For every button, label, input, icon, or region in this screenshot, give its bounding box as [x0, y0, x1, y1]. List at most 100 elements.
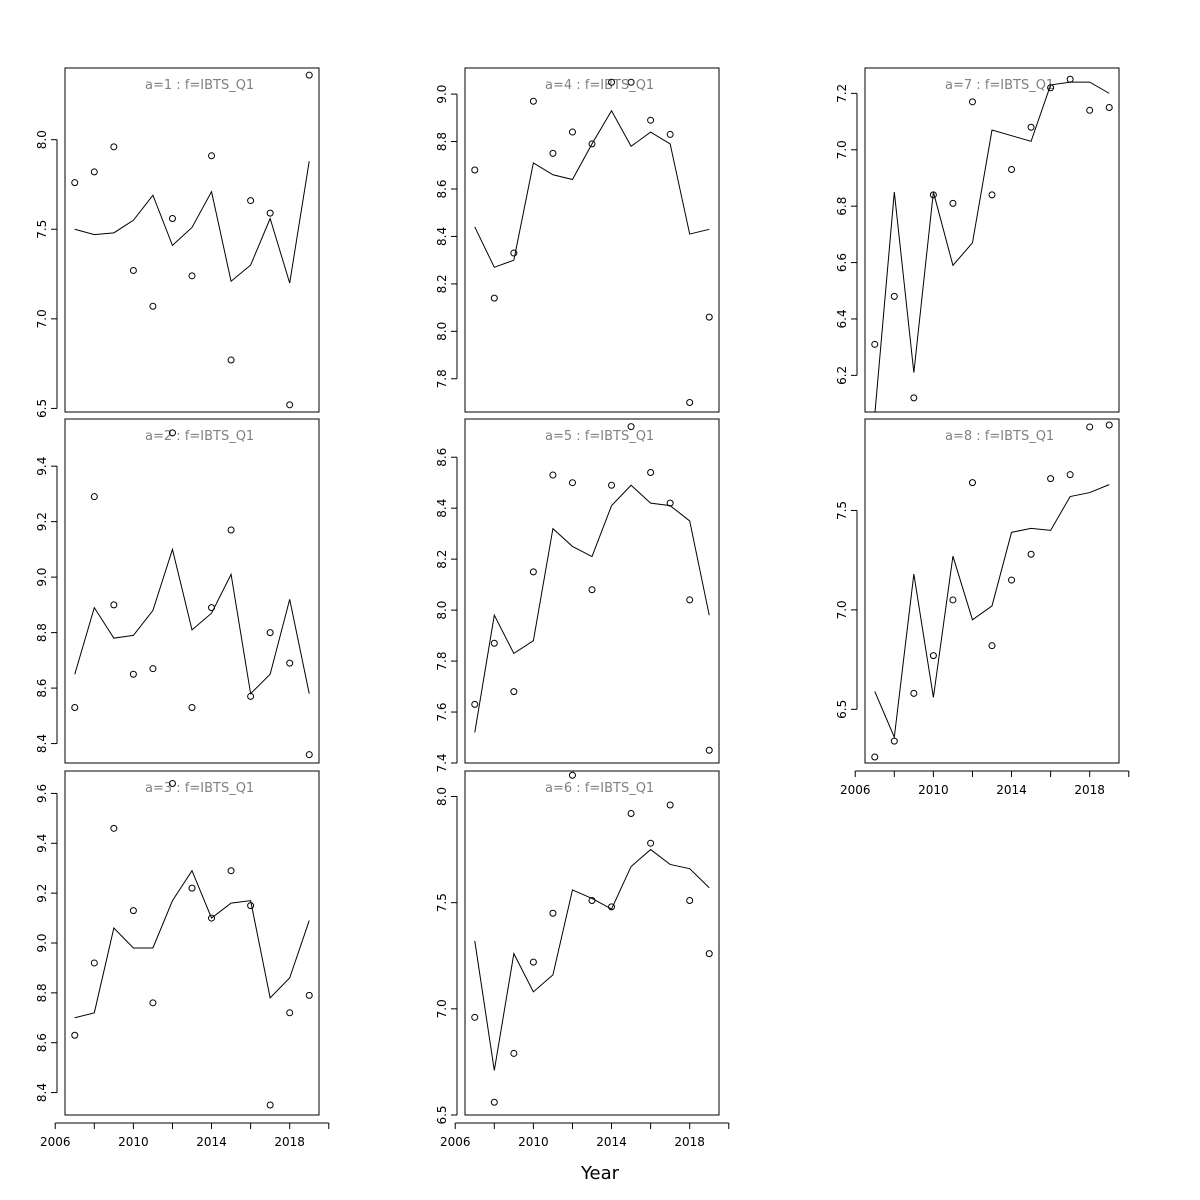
- y-tick-label: 9.2: [35, 512, 49, 531]
- y-tick-label: 7.5: [435, 893, 449, 912]
- y-tick-label: 8.8: [35, 623, 49, 642]
- observed-point: [968, 479, 976, 487]
- observed-point: [286, 401, 294, 409]
- observed-point: [129, 907, 137, 915]
- panel-frame: [864, 418, 1120, 764]
- x-tick-label: 2018: [274, 1135, 305, 1149]
- y-tick-label: 9.2: [35, 884, 49, 903]
- y-tick-label: 7.8: [435, 369, 449, 388]
- x-axis-title: Year: [580, 1163, 620, 1184]
- panel-title: a=2 : f=IBTS_Q1: [145, 429, 254, 444]
- observed-point: [1105, 103, 1113, 111]
- fitted-line: [474, 109, 710, 268]
- panel-title: a=4 : f=IBTS_Q1: [545, 78, 654, 93]
- observed-point: [490, 639, 498, 647]
- y-tick-label: 6.5: [35, 399, 49, 418]
- observed-point: [471, 1013, 479, 1021]
- panel-3: a=3 : f=IBTS_Q1 8.4 8.6 8.8 9.0 9.2 9.4 9.6 2006…: [35, 770, 330, 1149]
- observed-point: [627, 809, 635, 817]
- x-tick-label: 2010: [118, 1135, 149, 1149]
- x-tick-label: 2018: [1074, 783, 1105, 797]
- panel-title: a=6 : f=IBTS_Q1: [545, 781, 654, 796]
- observed-point: [129, 266, 137, 274]
- y-tick-label: 7.0: [35, 309, 49, 328]
- observed-point: [968, 98, 976, 106]
- observed-point: [90, 493, 98, 501]
- observed-point: [929, 191, 937, 199]
- observed-point: [871, 753, 879, 761]
- observed-point: [666, 801, 674, 809]
- observed-point: [208, 914, 216, 922]
- panel-2: a=2 : f=IBTS_Q1 8.4 8.6 8.8 9.0 9.2 9.4: [35, 418, 320, 764]
- observed-point: [627, 78, 635, 86]
- panel-title: a=8 : f=IBTS_Q1: [945, 429, 1054, 444]
- panel-5: a=5 : f=IBTS_Q1 7.4 7.6 7.8 8.0 8.2 8.4 8.6: [435, 418, 720, 773]
- y-tick-label: 8.4: [35, 1083, 49, 1102]
- panel-frame: [464, 67, 720, 413]
- panel-marks: [871, 421, 1113, 761]
- fitted-line: [474, 484, 710, 733]
- y-tick-label: 8.4: [435, 499, 449, 518]
- fitted-line: [874, 484, 1110, 740]
- panel-marks: [471, 423, 713, 754]
- observed-point: [188, 704, 196, 712]
- observed-point: [647, 116, 655, 124]
- observed-point: [266, 209, 274, 217]
- panel-frame: [64, 67, 320, 413]
- y-tick-label: 8.8: [435, 132, 449, 151]
- panel-frame: [464, 770, 720, 1116]
- observed-point: [188, 884, 196, 892]
- observed-point: [890, 737, 898, 745]
- observed-point: [1086, 423, 1094, 431]
- observed-point: [490, 294, 498, 302]
- y-tick-label: 8.0: [435, 322, 449, 341]
- x-tick-label: 2006: [440, 1135, 471, 1149]
- observed-point: [910, 689, 918, 697]
- observed-point: [608, 481, 616, 489]
- observed-point: [168, 215, 176, 222]
- panel-8: a=8 : f=IBTS_Q1 6.5 7.0 7.5 2006 2010 2014 2018: [835, 418, 1130, 797]
- observed-point: [568, 771, 576, 779]
- panels: a=1 : f=IBTS_Q1 6.5 7.0 7.5 8.0 a=2 : f=IBTS_…: [35, 67, 1130, 1149]
- panel-frame: [864, 67, 1120, 413]
- observed-point: [929, 652, 937, 660]
- observed-point: [149, 302, 157, 310]
- observed-point: [305, 991, 313, 999]
- observed-point: [705, 746, 713, 754]
- observed-point: [286, 1009, 294, 1017]
- observed-point: [490, 1098, 498, 1106]
- observed-point: [110, 143, 118, 151]
- observed-point: [529, 568, 537, 576]
- observed-point: [988, 191, 996, 199]
- y-tick-label: 6.8: [835, 197, 849, 216]
- observed-point: [686, 596, 694, 604]
- observed-point: [90, 168, 98, 176]
- x-tick-label: 2014: [596, 1135, 627, 1149]
- observed-point: [988, 642, 996, 650]
- y-tick-label: 6.5: [435, 1105, 449, 1124]
- panel-title: a=5 : f=IBTS_Q1: [545, 429, 654, 444]
- panel-title: a=7 : f=IBTS_Q1: [945, 78, 1054, 93]
- observed-point: [568, 479, 576, 487]
- y-tick-label: 9.0: [35, 568, 49, 587]
- panel-marks: [71, 71, 313, 409]
- x-tick-label: 2006: [840, 783, 871, 797]
- observed-point: [71, 704, 79, 712]
- panel-marks: [871, 75, 1113, 412]
- panel-title: a=3 : f=IBTS_Q1: [145, 781, 254, 796]
- observed-point: [588, 140, 596, 148]
- observed-point: [1066, 471, 1074, 479]
- observed-point: [647, 839, 655, 847]
- y-tick-label: 7.5: [835, 501, 849, 520]
- y-tick-label: 8.0: [35, 130, 49, 149]
- y-tick-label: 8.6: [35, 1033, 49, 1052]
- observed-point: [949, 199, 957, 207]
- observed-point: [608, 78, 616, 86]
- y-tick-label: 7.0: [835, 140, 849, 159]
- observed-point: [910, 394, 918, 402]
- y-tick-label: 8.6: [35, 679, 49, 698]
- panel-1: a=1 : f=IBTS_Q1 6.5 7.0 7.5 8.0: [35, 67, 320, 418]
- observed-point: [871, 340, 879, 348]
- observed-point: [129, 670, 137, 678]
